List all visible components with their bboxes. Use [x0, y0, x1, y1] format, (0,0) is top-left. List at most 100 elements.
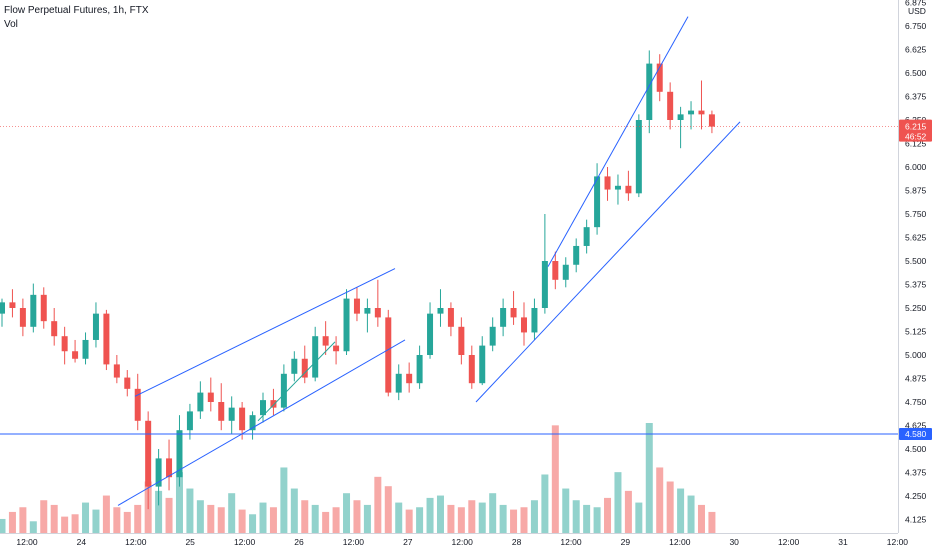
channel-2-lower-line[interactable]: [475, 121, 741, 403]
time-tick-label: 12:00: [669, 537, 691, 547]
candle-body: [594, 176, 601, 228]
candle-body: [312, 336, 319, 378]
volume-bar: [457, 507, 465, 533]
time-tick-label: 12:00: [560, 537, 582, 547]
time-tick-label: 12:00: [452, 537, 474, 547]
volume-bar: [19, 507, 27, 533]
volume-bar: [186, 488, 194, 533]
volume-bar: [155, 490, 163, 533]
price-tick-label: 4.375: [905, 468, 927, 478]
volume-bar: [353, 500, 361, 533]
candle-body: [322, 336, 329, 346]
volume-bars: [0, 423, 716, 533]
price-tick-label: 5.625: [905, 233, 927, 243]
candle-body: [395, 373, 402, 393]
volume-bar: [551, 425, 559, 533]
price-tick-label: 5.250: [905, 303, 927, 313]
volume-bar: [416, 507, 424, 533]
price-axis-bg: [898, 0, 932, 550]
volume-bar: [217, 507, 225, 533]
candle-body: [166, 458, 173, 478]
candle-body: [458, 326, 465, 355]
candle-body: [186, 411, 193, 431]
volume-bar: [635, 502, 643, 533]
price-tick-label: 6.000: [905, 162, 927, 172]
candle-body: [239, 407, 246, 431]
candle-body: [364, 308, 371, 314]
legend-volume-label: Vol: [4, 19, 18, 30]
candle-body: [301, 358, 308, 378]
price-tick-label: 6.500: [905, 68, 927, 78]
volume-bar: [708, 511, 716, 533]
price-tick-label: 6.750: [905, 21, 927, 31]
channel-1-upper-line[interactable]: [134, 268, 396, 397]
volume-bar: [562, 488, 570, 533]
candle-body: [427, 313, 434, 355]
volume-bar: [384, 486, 392, 533]
candle-body: [562, 264, 569, 280]
time-tick-label: 31: [838, 537, 848, 547]
price-tick-label: 5.875: [905, 186, 927, 196]
price-tick-label: 5.125: [905, 327, 927, 337]
price-tick-label: 4.875: [905, 374, 927, 384]
time-tick-label: 12:00: [234, 537, 256, 547]
time-tick-label: 12:00: [343, 537, 365, 547]
volume-bar: [61, 516, 69, 533]
volume-bar: [207, 504, 215, 533]
time-tick-label: 12:00: [887, 537, 909, 547]
candle-body: [447, 308, 454, 327]
volume-bar: [541, 474, 549, 533]
volume-bar: [269, 507, 277, 533]
volume-bar: [604, 497, 612, 533]
price-tick-label: 6.125: [905, 139, 927, 149]
volume-bar: [71, 514, 79, 533]
current-price-tag: [899, 119, 932, 142]
channel-1-lower-line[interactable]: [117, 339, 406, 506]
candle-body: [280, 373, 287, 408]
candle-body: [708, 114, 715, 127]
volume-bar: [113, 507, 121, 533]
candle-body: [646, 63, 653, 120]
legend-title: Flow Perpetual Futures, 1h, FTX: [4, 5, 149, 16]
time-tick-label: 30: [729, 537, 739, 547]
candle-body: [207, 392, 214, 402]
candle-body: [500, 308, 507, 327]
volume-bar: [249, 514, 257, 533]
candle-body: [385, 317, 392, 393]
time-tick-label: 28: [512, 537, 522, 547]
price-tick-label: 4.750: [905, 397, 927, 407]
candle-body: [260, 400, 266, 416]
candle-body: [625, 185, 632, 194]
trendline-drawings[interactable]: [0, 16, 898, 506]
volume-bar: [196, 500, 204, 533]
time-tick-label: 12:00: [16, 537, 38, 547]
candle-body: [688, 110, 695, 115]
price-tick-label: 4.500: [905, 444, 927, 454]
volume-bar: [656, 467, 664, 533]
time-axis-bg: [0, 533, 932, 550]
candle-body: [343, 298, 350, 352]
volume-bar: [92, 509, 100, 533]
volume-bar: [405, 509, 413, 533]
volume-bar: [29, 521, 37, 533]
volume-bar: [593, 507, 601, 533]
channel-2-upper-line[interactable]: [547, 16, 689, 267]
price-tick-label: 6.875: [905, 0, 927, 8]
volume-bar: [0, 518, 6, 533]
candle-body: [541, 261, 548, 308]
inner-trendline[interactable]: [257, 341, 336, 422]
time-tick-label: 29: [621, 537, 631, 547]
volume-bar: [530, 500, 538, 533]
time-tick-label: 27: [403, 537, 413, 547]
chart-legend: Flow Perpetual Futures, 1h, FTX Vol: [4, 4, 149, 32]
volume-bar: [290, 488, 298, 533]
candles: [0, 50, 715, 510]
volume-bar: [50, 504, 58, 533]
level-price-value: 4.580: [905, 429, 927, 439]
volume-bar: [165, 497, 173, 533]
candle-body: [614, 185, 621, 190]
price-tick-label: 4.250: [905, 491, 927, 501]
candle-body: [416, 355, 423, 384]
